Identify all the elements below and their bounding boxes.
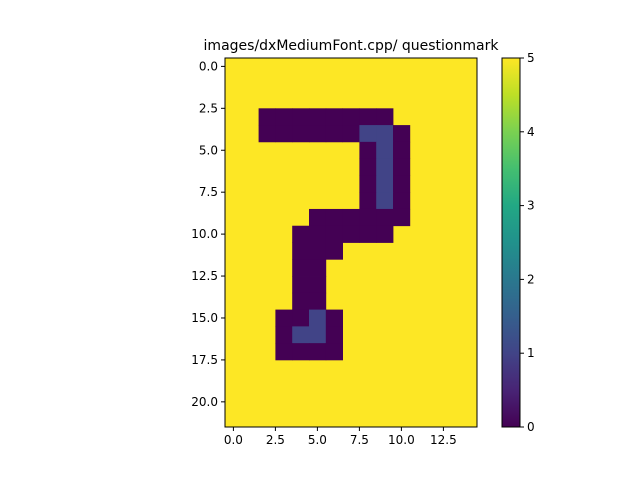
heatmap-cell: [275, 309, 293, 327]
x-tick-label: 7.5: [350, 433, 369, 447]
heatmap-cell: [325, 309, 343, 327]
colorbar-tick-label: 2: [527, 272, 535, 286]
heatmap-cell: [292, 309, 310, 327]
heatmap-cell: [309, 343, 327, 361]
heatmap-cell: [393, 141, 411, 160]
heatmap-cell: [359, 158, 377, 176]
heatmap-cell: [325, 208, 343, 227]
heatmap-cell: [325, 343, 343, 361]
heatmap-cell: [309, 242, 327, 260]
heatmap-cell: [292, 292, 310, 310]
heatmap-cell: [275, 108, 293, 126]
y-tick-label: 15.0: [191, 311, 218, 325]
y-tick-label: 20.0: [191, 395, 218, 409]
colorbar-tick-label: 1: [527, 346, 535, 360]
heatmap-cell: [376, 192, 394, 210]
heatmap-cell: [309, 208, 327, 227]
heatmap-cell: [359, 108, 377, 126]
heatmap-cell: [393, 208, 411, 227]
heatmap-cell: [325, 225, 343, 243]
heatmap-cell: [309, 259, 327, 277]
heatmap-cell: [325, 108, 343, 126]
heatmap-cell: [376, 158, 394, 176]
heatmap-cell: [258, 125, 276, 143]
heatmap-cell: [275, 125, 293, 143]
heatmap-cell: [325, 326, 343, 344]
heatmap-cell: [292, 225, 310, 243]
heatmap-cell: [292, 242, 310, 260]
heatmap-cell: [342, 208, 360, 227]
heatmap-cell: [309, 292, 327, 310]
heatmap-cell: [309, 125, 327, 143]
heatmap-cells: [225, 58, 477, 427]
heatmap-cell: [309, 276, 327, 294]
heatmap-cell: [376, 175, 394, 193]
x-tick-label: 12.5: [430, 433, 457, 447]
colorbar-tick-label: 4: [527, 125, 535, 139]
heatmap-cell: [342, 108, 360, 126]
heatmap-cell: [309, 326, 327, 344]
y-tick-label: 5.0: [199, 143, 218, 157]
colorbar-tick-label: 3: [527, 199, 535, 213]
heatmap-cell: [376, 108, 394, 126]
y-tick-label: 2.5: [199, 101, 218, 115]
plot-frame: [224, 57, 478, 428]
x-tick-label: 0.0: [224, 433, 243, 447]
heatmap-cell: [292, 326, 310, 344]
heatmap-cell: [359, 225, 377, 243]
heatmap-cell: [359, 208, 377, 227]
heatmap-cell: [292, 125, 310, 143]
heatmap-cell: [376, 208, 394, 227]
heatmap-cell: [275, 326, 293, 344]
colorbar-tick-label: 0: [527, 420, 535, 434]
colorbar-axis: 0 1 2 3 4 5: [520, 51, 535, 434]
x-tick-label: 2.5: [266, 433, 285, 447]
heatmap-cell: [342, 225, 360, 243]
heatmap-cell: [376, 225, 394, 243]
heatmap-cell: [376, 141, 394, 160]
heatmap-cell: [292, 343, 310, 361]
x-axis: 0.0 2.5 5.0 7.5 10.0 12.5: [224, 427, 457, 447]
x-tick-label: 5.0: [308, 433, 327, 447]
colorbar: [501, 57, 521, 428]
heatmap-cell: [325, 125, 343, 143]
heatmap-cell: [342, 125, 360, 143]
y-tick-label: 7.5: [199, 185, 218, 199]
heatmap-cell: [393, 125, 411, 143]
heatmap-cell: [359, 125, 377, 143]
x-tick-label: 10.0: [388, 433, 415, 447]
heatmap-cell: [393, 158, 411, 176]
heatmap-cell: [292, 108, 310, 126]
heatmap-cell: [359, 175, 377, 193]
heatmap-cell: [309, 309, 327, 327]
heatmap-cell: [376, 125, 394, 143]
heatmap-cell: [309, 225, 327, 243]
heatmap-cell: [292, 276, 310, 294]
heatmap-cell: [258, 108, 276, 126]
heatmap-cell: [309, 108, 327, 126]
heatmap-cell: [393, 192, 411, 210]
heatmap-cell: [292, 259, 310, 277]
chart-title: images/dxMediumFont.cpp/ questionmark: [204, 38, 500, 54]
y-tick-label: 17.5: [191, 353, 218, 367]
colorbar-tick-label: 5: [527, 51, 535, 65]
heatmap-cell: [393, 175, 411, 193]
y-tick-label: 0.0: [199, 59, 218, 73]
heatmap-cell: [275, 343, 293, 361]
heatmap-cell: [359, 141, 377, 160]
heatmap-cell: [359, 192, 377, 210]
heatmap-cell: [325, 242, 343, 260]
y-tick-label: 12.5: [191, 269, 218, 283]
y-axis: 0.0 2.5 5.0 7.5 10.0 12.5 15.0 17.5 20.0: [191, 59, 225, 409]
y-tick-label: 10.0: [191, 227, 218, 241]
